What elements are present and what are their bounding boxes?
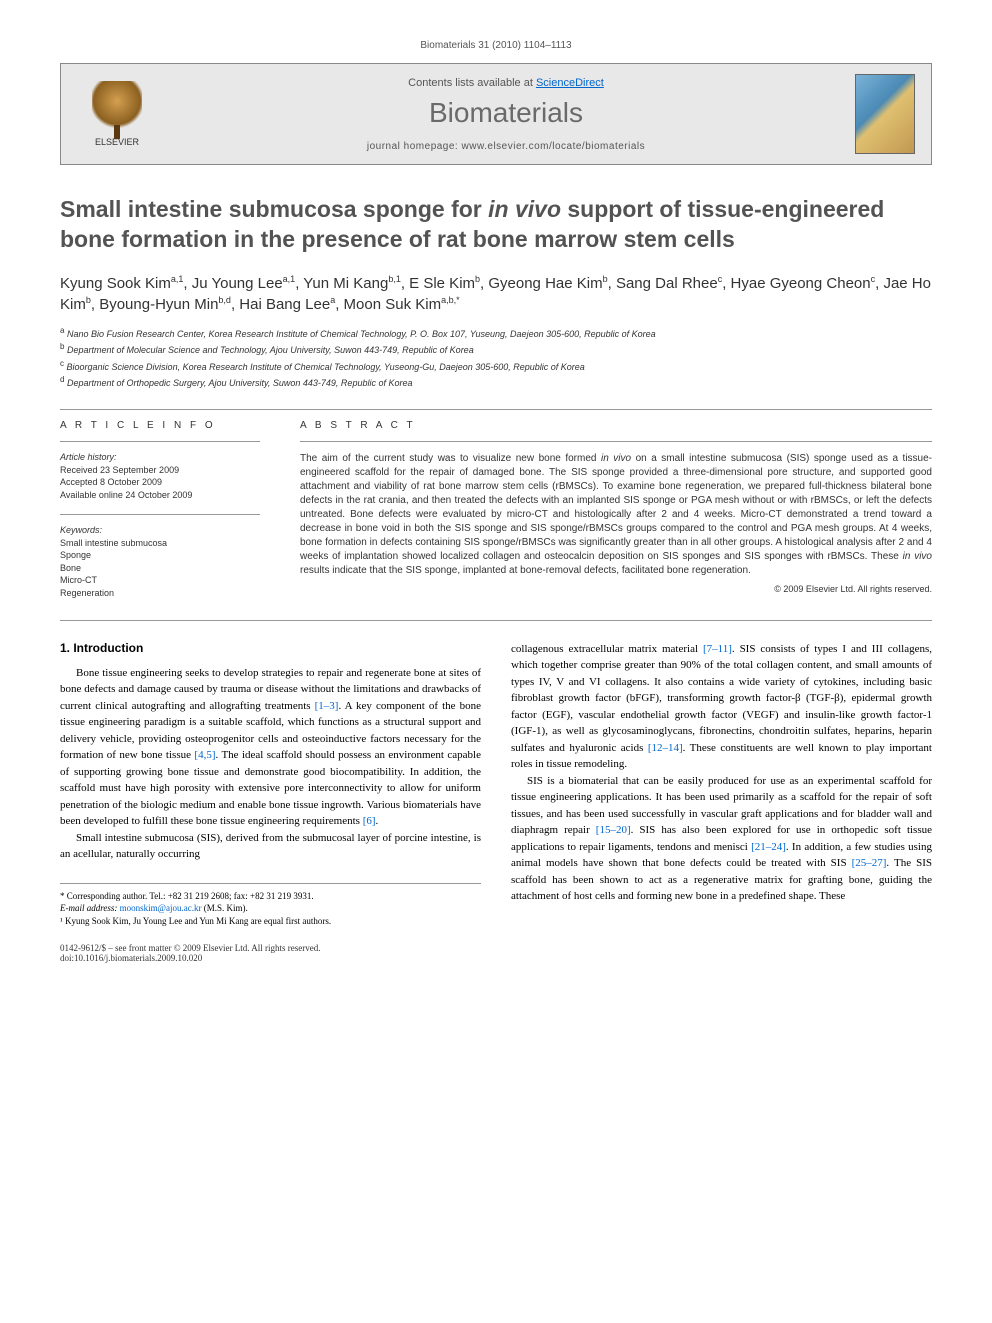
- divider-abstract: [300, 441, 932, 442]
- history-accepted: Accepted 8 October 2009: [60, 476, 260, 489]
- column-left: 1. Introduction Bone tissue engineering …: [60, 641, 481, 928]
- homepage-line: journal homepage: www.elsevier.com/locat…: [157, 141, 855, 152]
- banner-center: Contents lists available at ScienceDirec…: [157, 77, 855, 152]
- abstract-text: The aim of the current study was to visu…: [300, 452, 932, 578]
- history-label: Article history:: [60, 452, 260, 462]
- divider-1: [60, 409, 932, 410]
- equal-contrib: ¹ Kyung Sook Kim, Ju Young Lee and Yun M…: [60, 915, 481, 928]
- page-root: Biomaterials 31 (2010) 1104–1113 ELSEVIE…: [0, 0, 992, 1003]
- elsevier-tree-icon: [92, 81, 142, 131]
- body-columns: 1. Introduction Bone tissue engineering …: [60, 641, 932, 928]
- journal-cover-thumbnail[interactable]: [855, 74, 915, 154]
- email-label: E-mail address:: [60, 903, 120, 913]
- article-info-heading: A R T I C L E I N F O: [60, 420, 260, 431]
- history-received: Received 23 September 2009: [60, 464, 260, 477]
- divider-info-2: [60, 514, 260, 515]
- homepage-url: www.elsevier.com/locate/biomaterials: [462, 141, 646, 152]
- intro-p1: Bone tissue engineering seeks to develop…: [60, 665, 481, 830]
- footer-copyright: 0142-9612/$ – see front matter © 2009 El…: [60, 943, 932, 953]
- keyword-2: Sponge: [60, 549, 260, 562]
- intro-p3: collagenous extracellular matrix materia…: [511, 641, 932, 773]
- section-heading-intro: 1. Introduction: [60, 641, 481, 655]
- abstract-block: A B S T R A C T The aim of the current s…: [300, 420, 932, 600]
- keyword-5: Regeneration: [60, 587, 260, 600]
- keyword-4: Micro-CT: [60, 574, 260, 587]
- intro-p2: Small intestine submucosa (SIS), derived…: [60, 830, 481, 863]
- affiliation-a: a Nano Bio Fusion Research Center, Korea…: [60, 325, 932, 342]
- info-row: A R T I C L E I N F O Article history: R…: [60, 420, 932, 600]
- keyword-1: Small intestine submucosa: [60, 537, 260, 550]
- email-link[interactable]: moonskim@ajou.ac.kr: [120, 903, 202, 913]
- email-line: E-mail address: moonskim@ajou.ac.kr (M.S…: [60, 902, 481, 915]
- abstract-copyright: © 2009 Elsevier Ltd. All rights reserved…: [300, 584, 932, 594]
- affiliation-c: c Bioorganic Science Division, Korea Res…: [60, 358, 932, 375]
- affiliation-b: b Department of Molecular Science and Te…: [60, 341, 932, 358]
- article-title: Small intestine submucosa sponge for in …: [60, 195, 932, 255]
- history-online: Available online 24 October 2009: [60, 489, 260, 502]
- sciencedirect-link[interactable]: ScienceDirect: [536, 77, 604, 89]
- homepage-prefix: journal homepage:: [367, 141, 462, 152]
- journal-name: Biomaterials: [157, 97, 855, 129]
- journal-banner: ELSEVIER Contents lists available at Sci…: [60, 63, 932, 165]
- contents-prefix: Contents lists available at: [408, 77, 536, 89]
- divider-info-1: [60, 441, 260, 442]
- footer-doi: doi:10.1016/j.biomaterials.2009.10.020: [60, 953, 932, 963]
- keywords-label: Keywords:: [60, 525, 260, 535]
- publisher-logo[interactable]: ELSEVIER: [77, 74, 157, 154]
- abstract-heading: A B S T R A C T: [300, 420, 932, 431]
- article-info-block: A R T I C L E I N F O Article history: R…: [60, 420, 260, 600]
- author-list: Kyung Sook Kima,1, Ju Young Leea,1, Yun …: [60, 273, 932, 315]
- affiliations: a Nano Bio Fusion Research Center, Korea…: [60, 325, 932, 391]
- footnotes-block: * Corresponding author. Tel.: +82 31 219…: [60, 883, 481, 928]
- email-suffix: (M.S. Kim).: [201, 903, 247, 913]
- corresponding-author: * Corresponding author. Tel.: +82 31 219…: [60, 890, 481, 903]
- contents-available-line: Contents lists available at ScienceDirec…: [157, 77, 855, 89]
- citation-header: Biomaterials 31 (2010) 1104–1113: [60, 40, 932, 51]
- keyword-3: Bone: [60, 562, 260, 575]
- affiliation-d: d Department of Orthopedic Surgery, Ajou…: [60, 374, 932, 391]
- column-right: collagenous extracellular matrix materia…: [511, 641, 932, 928]
- intro-p4: SIS is a biomaterial that can be easily …: [511, 773, 932, 905]
- divider-2: [60, 620, 932, 621]
